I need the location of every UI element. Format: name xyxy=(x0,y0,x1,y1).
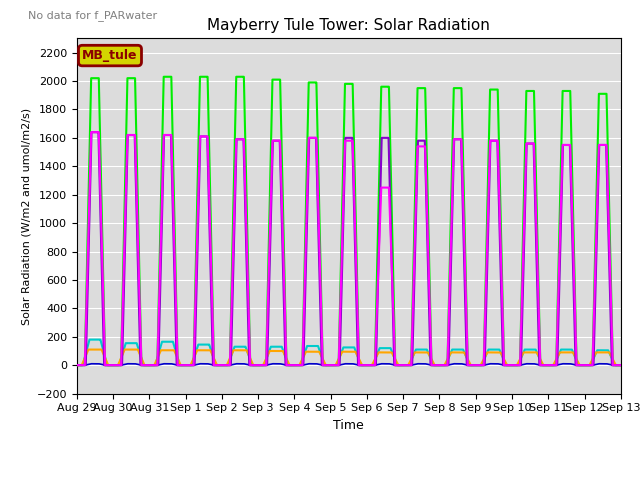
PARtot xyxy=(615,362,623,368)
PARdif xyxy=(73,362,81,368)
PARtot xyxy=(73,362,81,368)
PARtot xyxy=(617,362,625,368)
PARtot xyxy=(276,151,284,157)
PAR Tule xyxy=(501,359,509,364)
PAR In xyxy=(501,362,509,368)
PARdif xyxy=(424,349,431,355)
PARtot xyxy=(184,362,191,368)
PAR Tule xyxy=(73,362,81,368)
PARdif xyxy=(424,361,431,367)
PARtot xyxy=(501,362,509,368)
PARdif xyxy=(615,362,623,368)
Line: PARtot: PARtot xyxy=(77,132,621,365)
PARtot xyxy=(424,235,431,241)
PAR In xyxy=(160,74,168,80)
PARtot xyxy=(501,362,509,368)
PAR Tule xyxy=(184,362,191,368)
PARtot xyxy=(189,362,197,368)
PAR Tule xyxy=(424,349,431,355)
Text: MB_tule: MB_tule xyxy=(82,49,138,62)
PARtot xyxy=(87,129,95,135)
PARdif xyxy=(87,361,95,367)
PARdif xyxy=(184,362,191,368)
PARdif xyxy=(617,362,625,368)
Line: PARtot: PARtot xyxy=(77,132,621,365)
PAR Tule xyxy=(615,362,623,368)
PARdif xyxy=(617,362,625,368)
PAR In xyxy=(615,362,623,368)
PARdif xyxy=(501,362,509,368)
PAR In xyxy=(73,362,81,368)
X-axis label: Time: Time xyxy=(333,419,364,432)
Legend: PAR Tule, PAR In, PARdif, PARtot, PARdif, PARtot: PAR Tule, PAR In, PARdif, PARtot, PARdif… xyxy=(129,476,569,480)
PARtot xyxy=(276,168,284,174)
Line: PARdif: PARdif xyxy=(77,340,621,365)
PAR Tule xyxy=(276,348,284,354)
PARdif xyxy=(184,362,191,368)
PAR In xyxy=(189,362,197,368)
PARdif xyxy=(86,337,93,343)
PARdif xyxy=(73,362,81,368)
PARdif xyxy=(276,361,284,367)
PAR In xyxy=(184,362,191,368)
Line: PAR Tule: PAR Tule xyxy=(77,349,621,365)
PAR Tule xyxy=(84,347,92,352)
PARdif xyxy=(189,362,197,368)
PAR Tule xyxy=(189,356,197,362)
PARdif xyxy=(189,357,197,363)
PARtot xyxy=(615,362,623,368)
PARtot xyxy=(73,362,81,368)
Y-axis label: Solar Radiation (W/m2 and umol/m2/s): Solar Radiation (W/m2 and umol/m2/s) xyxy=(21,108,31,324)
Line: PAR In: PAR In xyxy=(77,77,621,365)
PAR In xyxy=(424,202,431,207)
PARdif xyxy=(615,362,623,368)
PAR In xyxy=(276,94,284,99)
Line: PARdif: PARdif xyxy=(77,364,621,365)
PARdif xyxy=(276,344,284,349)
PAR Tule xyxy=(617,362,625,368)
Text: No data for f_PARwater: No data for f_PARwater xyxy=(28,10,157,21)
PARtot xyxy=(424,258,431,264)
PARtot xyxy=(88,129,95,135)
PARdif xyxy=(501,360,509,366)
PARtot xyxy=(189,362,197,368)
PAR In xyxy=(617,362,625,368)
PARtot xyxy=(184,362,191,368)
PARtot xyxy=(617,362,625,368)
Title: Mayberry Tule Tower: Solar Radiation: Mayberry Tule Tower: Solar Radiation xyxy=(207,18,490,33)
